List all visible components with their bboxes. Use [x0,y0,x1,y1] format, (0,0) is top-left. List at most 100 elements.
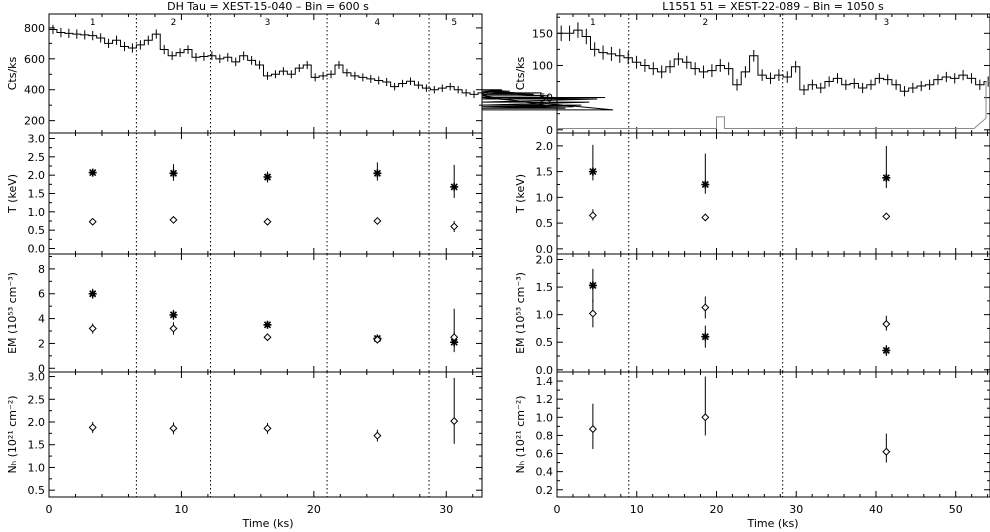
x-tick-label: 0 [46,503,53,516]
data-point-diamond [588,309,597,318]
x-tick-label: 20 [307,503,321,516]
chart-l1551-51: L1551 51 = XEST-22-089 – Bin = 1050 s Ti… [514,0,990,530]
data-point-diamond [882,212,891,221]
segment-label: 1 [90,18,96,28]
panel-frame [48,371,483,498]
y-tick-label: 50 [539,92,553,105]
y-tick-label: 2.0 [536,254,554,267]
data-point-diamond [588,425,597,434]
x-tick-label: 30 [439,503,453,516]
y-axis-label: EM (10⁵³ cm⁻³) [6,272,19,354]
data-point-star [588,167,597,176]
data-point-diamond [450,417,459,426]
data-point-diamond [263,333,272,342]
y-tick-label: 1.5 [536,281,554,294]
panel-3: 0 2 4 6 8 EM (10⁵³ cm⁻³) [6,253,483,375]
y-tick-label: 2 [38,337,45,350]
y-tick-label: 1.5 [28,188,46,201]
x-tick-label: 40 [869,503,883,516]
y-tick-label: 1.0 [536,191,554,204]
y-axis-label: Nₕ (10²¹ cm⁻²) [514,395,527,473]
y-tick-label: 100 [532,59,553,72]
data-point-diamond [588,211,597,220]
data-point-star [701,180,710,189]
y-tick-label: 0.5 [536,336,554,349]
x-tick-label: 30 [789,503,803,516]
data-point-star [373,169,382,178]
x-tick-label: 0 [554,503,561,516]
panel-frame [556,371,990,498]
panel-4: 0.2 0.4 0.6 0.8 1.0 1.2 1.4 Nₕ (10²¹ cm⁻²) 0 10 20… [514,371,990,516]
data-point-diamond [88,324,97,333]
y-tick-label: 8 [38,263,45,276]
data-point-star [88,168,97,177]
segment-label: 5 [451,18,457,28]
data-point-diamond [88,217,97,226]
data-point-star [588,281,597,290]
y-tick-label: 2.0 [28,416,46,429]
chart-title: DH Tau = XEST-15-040 – Bin = 600 s [167,0,369,13]
y-tick-label: 2.0 [28,169,46,182]
data-point-diamond [882,447,891,456]
x-tick-label: 10 [630,503,644,516]
segment-label: 3 [265,18,271,28]
data-point-star [450,182,459,191]
y-tick-label: 0.8 [536,429,554,442]
light-curve [49,28,614,111]
y-tick-label: 600 [24,53,45,66]
segment-label: 1 [590,18,596,28]
y-tick-label: 0 [546,124,553,137]
y-tick-label: 1.0 [28,206,46,219]
y-tick-label: 0 [38,362,45,375]
data-point-star [88,289,97,298]
panel-4: 0.5 1.0 1.5 2.0 2.5 3.0 Nₕ (10²¹ cm⁻²) 0 10 20 30 [6,371,483,516]
y-axis-label: T (keV) [514,174,527,214]
y-axis-label: Cts/ks [514,56,527,90]
x-axis-label: Time (ks) [746,517,798,530]
y-tick-label: 800 [24,22,45,35]
y-tick-label: 1.5 [28,439,46,452]
data-point-diamond [450,333,459,342]
y-tick-label: 4 [38,313,45,326]
panel-1: 1 2 3 0 50 100 150 Cts/ks [514,13,990,137]
data-point-diamond [169,215,178,224]
panel-frame [556,253,990,373]
y-tick-label: 0.0 [28,243,46,256]
y-axis-label: Nₕ (10²¹ cm⁻²) [6,395,19,473]
y-tick-label: 1.2 [536,393,554,406]
y-tick-label: 0.0 [536,364,554,377]
y-tick-label: 3.0 [28,371,46,384]
y-tick-label: 1.0 [28,461,46,474]
y-tick-label: 200 [24,115,45,128]
y-axis-label: T (keV) [6,174,19,214]
y-tick-label: 400 [24,84,45,97]
data-point-diamond [373,431,382,440]
segment-label: 3 [883,18,889,28]
data-point-star [169,310,178,319]
data-point-diamond [701,303,710,312]
y-tick-label: 0.5 [28,484,46,497]
y-tick-label: 0.6 [536,448,554,461]
data-point-diamond [882,320,891,329]
data-point-diamond [373,335,382,344]
segment-label: 2 [171,18,177,28]
chart-dh-tau: DH Tau = XEST-15-040 – Bin = 600 s Time … [6,0,614,530]
panel-frame [48,132,483,255]
chart-title: L1551 51 = XEST-22-089 – Bin = 1050 s [662,0,884,13]
y-tick-label: 1.4 [536,375,554,388]
y-tick-label: 1.0 [536,309,554,322]
y-tick-label: 0.5 [28,224,46,237]
data-point-diamond [701,213,710,222]
y-tick-label: 150 [532,27,553,40]
panel-frame [48,13,483,134]
y-tick-label: 0.2 [536,484,554,497]
data-point-star [701,332,710,341]
data-point-diamond [169,324,178,333]
data-point-diamond [263,217,272,226]
y-tick-label: 0.5 [536,217,554,230]
y-tick-label: 2.5 [28,151,46,164]
data-point-star [882,173,891,182]
light-curve [557,29,990,92]
x-tick-label: 20 [709,503,723,516]
